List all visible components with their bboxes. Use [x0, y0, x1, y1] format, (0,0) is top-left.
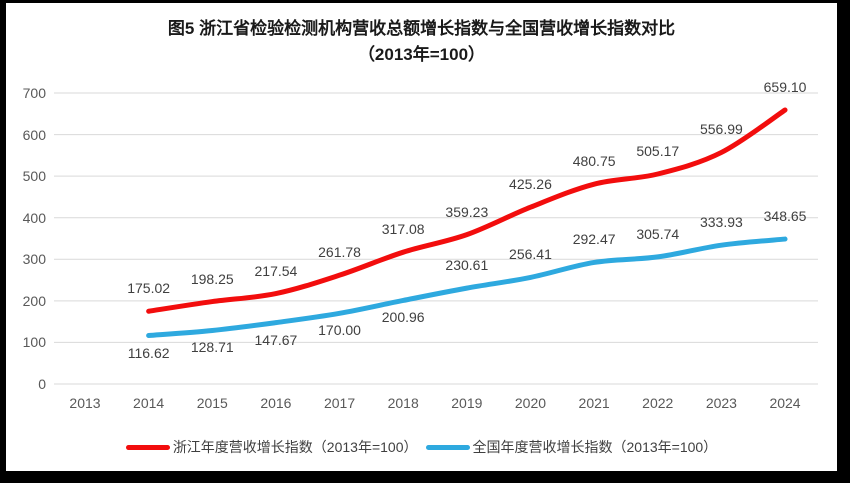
series-line-1: [146, 236, 788, 339]
legend-label-national: 全国年度营收增长指数（2013年=100）: [472, 439, 718, 455]
legend-line-sample-national: [425, 444, 470, 450]
legend: 浙江年度营收增长指数（2013年=100） 全国年度营收增长指数（2013年=1…: [6, 437, 837, 457]
chart-subtitle: （2013年=100）: [357, 45, 486, 64]
plot-area: [54, 92, 818, 385]
chart-canvas: 图5 浙江省检验检测机构营收总额增长指数与全国营收增长指数对比 （2013年=1…: [6, 3, 837, 471]
legend-item-national: 全国年度营收增长指数（2013年=100）: [425, 437, 718, 457]
series-line-0: [146, 107, 788, 314]
legend-line-sample-zhejiang: [125, 444, 170, 450]
legend-item-zhejiang: 浙江年度营收增长指数（2013年=100）: [125, 437, 418, 457]
legend-label-zhejiang: 浙江年度营收增长指数（2013年=100）: [172, 439, 418, 455]
chart-title: 图5 浙江省检验检测机构营收总额增长指数与全国营收增长指数对比: [167, 19, 676, 38]
